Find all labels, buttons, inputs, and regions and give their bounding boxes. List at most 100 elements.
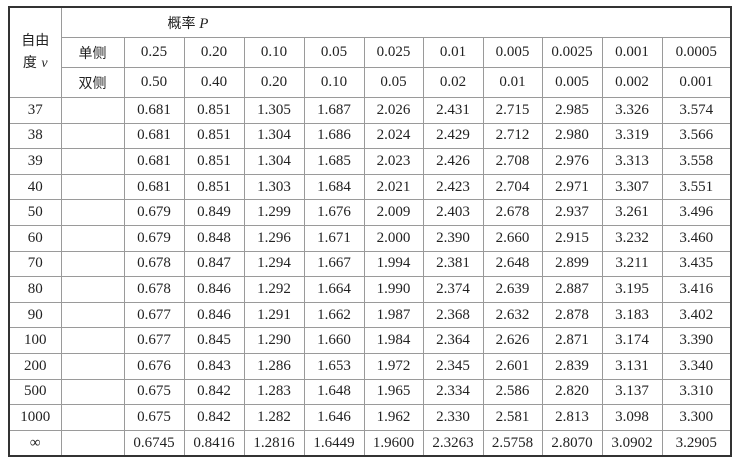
value-cell: 0.851 [183, 148, 245, 175]
value-cell: 0.681 [123, 148, 185, 175]
empty-cell [60, 148, 125, 175]
dof-cell: 90 [8, 301, 62, 329]
two-sided-p: 0.005 [541, 67, 603, 98]
dof-cell: 60 [8, 224, 62, 252]
value-cell: 3.558 [661, 148, 732, 175]
value-cell: 2.704 [482, 173, 543, 201]
value-cell: 2.632 [482, 301, 543, 329]
value-cell: 1.648 [303, 378, 365, 406]
dof-cell: 500 [8, 378, 62, 406]
one-sided-label: 单侧 [60, 37, 125, 68]
value-cell: 0.681 [123, 173, 185, 201]
table-row: 39 0.681 0.851 1.304 1.685 2.023 2.426 2.708 2.9… [8, 148, 732, 175]
two-sided-p: 0.10 [303, 67, 365, 98]
value-cell: 2.708 [482, 148, 543, 175]
two-sided-p: 0.02 [422, 67, 484, 98]
value-cell: 1.685 [303, 148, 365, 175]
value-cell: 2.026 [363, 97, 424, 124]
one-sided-p: 0.0025 [541, 37, 603, 68]
value-cell: 2.715 [482, 97, 543, 124]
value-cell: 2.000 [363, 224, 424, 252]
value-cell: 2.374 [422, 276, 484, 303]
value-cell: 0.846 [183, 301, 245, 329]
value-cell: 1.303 [243, 173, 305, 201]
value-cell: 2.364 [422, 327, 484, 354]
value-cell: 0.8416 [183, 429, 245, 457]
value-cell: 0.675 [123, 378, 185, 406]
dof-cell: 200 [8, 352, 62, 380]
table-row: 1000 0.675 0.842 1.282 1.646 1.962 2.330 2.581 2… [8, 404, 732, 431]
value-cell: 2.429 [422, 122, 484, 150]
value-cell: 2.648 [482, 250, 543, 278]
two-sided-p: 0.20 [243, 67, 305, 98]
value-cell: 2.980 [541, 122, 603, 150]
value-cell: 3.319 [601, 122, 663, 150]
value-cell: 3.574 [661, 97, 732, 124]
value-cell: 3.402 [661, 301, 732, 329]
value-cell: 0.851 [183, 173, 245, 201]
dof-label: 自由 [21, 33, 50, 49]
two-sided-p: 0.50 [123, 67, 185, 98]
value-cell: 1.664 [303, 276, 365, 303]
value-cell: 3.460 [661, 224, 732, 252]
value-cell: 3.390 [661, 327, 732, 354]
value-cell: 2.431 [422, 97, 484, 124]
value-cell: 3.416 [661, 276, 732, 303]
value-cell: 3.137 [601, 378, 663, 406]
dof-symbol: v [41, 56, 48, 71]
empty-cell [60, 199, 125, 226]
one-sided-p: 0.005 [482, 37, 543, 68]
value-cell: 0.851 [183, 122, 245, 150]
value-cell: 3.261 [601, 199, 663, 226]
value-cell: 2.976 [541, 148, 603, 175]
value-cell: 0.679 [123, 224, 185, 252]
table-row: 37 0.681 0.851 1.305 1.687 2.026 2.431 2.715 2.9… [8, 97, 732, 124]
value-cell: 2.660 [482, 224, 543, 252]
value-cell: 1.662 [303, 301, 365, 329]
value-cell: 3.2905 [661, 429, 732, 457]
value-cell: 1.304 [243, 122, 305, 150]
value-cell: 1.304 [243, 148, 305, 175]
two-sided-p: 0.40 [183, 67, 245, 98]
dof-label-2: 度 [22, 55, 37, 71]
table-row: 40 0.681 0.851 1.303 1.684 2.021 2.423 2.704 2.9… [8, 173, 732, 201]
table-row: 38 0.681 0.851 1.304 1.686 2.024 2.429 2.712 2.9… [8, 122, 732, 150]
value-cell: 2.887 [541, 276, 603, 303]
value-cell: 3.326 [601, 97, 663, 124]
one-sided-p: 0.20 [183, 37, 245, 68]
one-sided-p: 0.10 [243, 37, 305, 68]
one-sided-p: 0.25 [123, 37, 185, 68]
value-cell: 1.686 [303, 122, 365, 150]
value-cell: 3.307 [601, 173, 663, 201]
empty-cell [60, 224, 125, 252]
value-cell: 1.667 [303, 250, 365, 278]
value-cell: 2.626 [482, 327, 543, 354]
dof-cell: ∞ [8, 429, 62, 457]
empty-cell [60, 97, 125, 124]
empty-cell [60, 378, 125, 406]
value-cell: 2.330 [422, 404, 484, 431]
empty-cell [60, 327, 125, 354]
value-cell: 3.0902 [601, 429, 663, 457]
value-cell: 3.183 [601, 301, 663, 329]
value-cell: 3.496 [661, 199, 732, 226]
value-cell: 1.987 [363, 301, 424, 329]
header-row-probability: 自由 度 v 概率 P [8, 6, 732, 98]
value-cell: 2.820 [541, 378, 603, 406]
table-row: 80 0.678 0.846 1.292 1.664 1.990 2.374 2.639 2.8… [8, 276, 732, 303]
value-cell: 0.678 [123, 276, 185, 303]
table-row: 200 0.676 0.843 1.286 1.653 1.972 2.345 2.601 2.… [8, 352, 732, 380]
value-cell: 0.843 [183, 352, 245, 380]
value-cell: 1.292 [243, 276, 305, 303]
value-cell: 1.6449 [303, 429, 365, 457]
empty-cell [60, 250, 125, 278]
value-cell: 1.282 [243, 404, 305, 431]
one-sided-p: 0.0005 [661, 37, 732, 68]
value-cell: 1.283 [243, 378, 305, 406]
empty-cell [60, 173, 125, 201]
value-cell: 0.681 [123, 97, 185, 124]
value-cell: 1.9600 [363, 429, 424, 457]
value-cell: 3.435 [661, 250, 732, 278]
two-sided-p: 0.05 [363, 67, 424, 98]
value-cell: 1.286 [243, 352, 305, 380]
